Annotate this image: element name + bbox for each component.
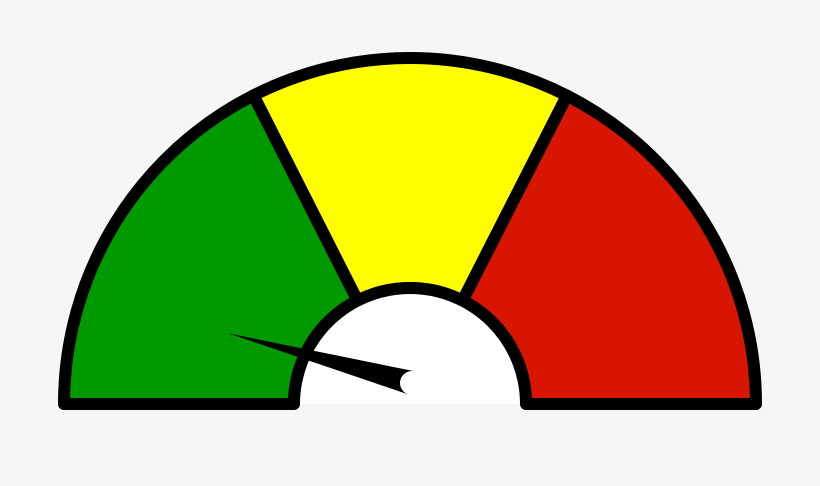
gauge-needle	[228, 333, 416, 395]
